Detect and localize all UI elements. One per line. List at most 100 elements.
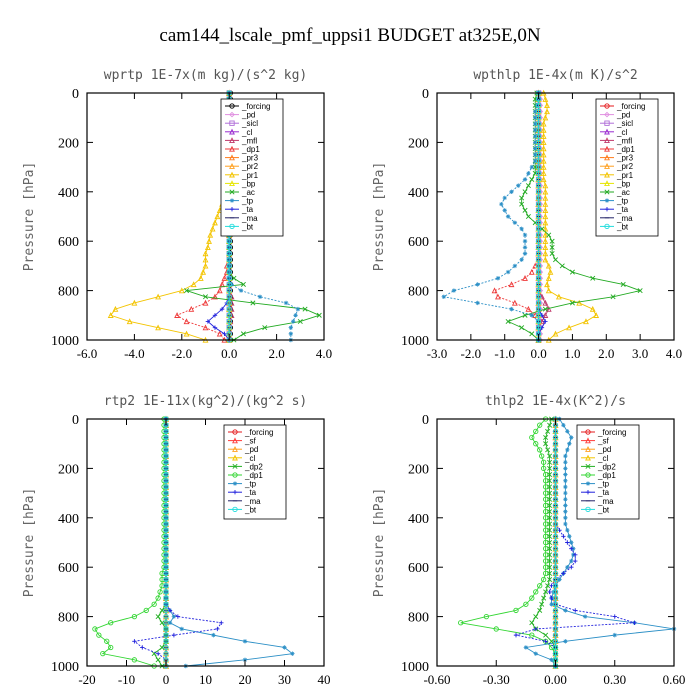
y-axis-label: Pressure [hPa] xyxy=(372,162,387,272)
data-point xyxy=(316,312,322,318)
data-point xyxy=(590,275,596,281)
legend-item: _pd xyxy=(228,445,258,454)
data-point xyxy=(542,570,549,577)
data-point xyxy=(541,465,547,472)
y-tick-label: 200 xyxy=(58,136,79,151)
legend-item: _ma xyxy=(581,497,614,506)
data-point xyxy=(535,263,542,269)
data-point xyxy=(226,238,232,244)
data-point xyxy=(537,422,543,428)
data-point xyxy=(542,484,549,490)
legend-label: _dp2 xyxy=(597,462,616,471)
data-point xyxy=(499,201,504,207)
data-point xyxy=(155,651,161,656)
data-point xyxy=(183,318,190,325)
data-point xyxy=(535,275,542,281)
data-point xyxy=(226,300,232,306)
legend-label: _mfl xyxy=(241,136,257,145)
data-point xyxy=(547,465,553,471)
data-point xyxy=(184,288,190,294)
plot-frame xyxy=(86,418,325,667)
x-tick-label: 0.30 xyxy=(603,672,626,687)
data-point xyxy=(547,502,553,508)
legend-label: _forcing xyxy=(244,428,273,437)
legend-label: _sf xyxy=(597,437,609,446)
data-point xyxy=(226,244,232,251)
data-point xyxy=(535,152,542,158)
data-point xyxy=(107,312,114,318)
data-point xyxy=(543,632,549,638)
data-point xyxy=(197,275,204,281)
data-point xyxy=(563,484,568,490)
y-tick-label: 200 xyxy=(408,136,429,151)
data-point xyxy=(563,490,568,496)
legend-marker xyxy=(232,463,238,469)
data-point xyxy=(552,558,559,564)
data-point xyxy=(552,441,559,447)
legend-label: _sicl xyxy=(616,119,633,128)
data-point xyxy=(547,577,553,583)
legend-marker xyxy=(604,154,610,161)
legend-marker xyxy=(585,445,591,452)
data-point xyxy=(159,620,165,626)
data-point xyxy=(542,225,549,232)
legend-label: _forcing xyxy=(616,102,645,111)
legend-label: _cl xyxy=(244,454,255,463)
data-point xyxy=(540,157,547,164)
chart-panel-3: rtp2 1E-11x(kg^2)/(kg^2 s) Pressure [hPa]… xyxy=(22,394,331,687)
data-point xyxy=(508,281,515,288)
data-point xyxy=(167,620,173,625)
data-point xyxy=(535,102,542,109)
data-point xyxy=(566,324,572,331)
y-tick-label: 800 xyxy=(408,611,429,626)
legend-marker xyxy=(229,128,235,135)
data-point xyxy=(547,490,553,496)
x-tick-label: 2.0 xyxy=(598,346,614,361)
data-point xyxy=(200,268,207,275)
data-point xyxy=(163,583,169,589)
data-point xyxy=(540,126,547,133)
data-point xyxy=(131,299,138,306)
legend-label: _cl xyxy=(597,454,608,463)
legend-marker xyxy=(604,198,610,203)
data-point xyxy=(163,564,169,570)
data-point xyxy=(557,577,562,582)
data-point xyxy=(212,293,218,300)
data-point xyxy=(226,306,232,312)
data-point xyxy=(542,219,549,226)
plot-frame xyxy=(86,92,325,341)
y-tick-label: 600 xyxy=(408,235,429,250)
data-point xyxy=(288,325,294,330)
data-point xyxy=(545,262,552,269)
data-point xyxy=(535,220,542,226)
data-point xyxy=(552,632,559,638)
data-point xyxy=(545,287,552,294)
data-point xyxy=(179,626,184,632)
data-point xyxy=(163,490,169,496)
data-point xyxy=(552,576,559,583)
data-point xyxy=(542,95,549,102)
data-point xyxy=(516,183,521,188)
legend-marker xyxy=(229,120,235,126)
data-point xyxy=(535,182,542,189)
data-point xyxy=(282,645,287,650)
legend-label: _dp2 xyxy=(244,462,263,471)
data-point xyxy=(533,428,539,434)
legend-marker xyxy=(604,180,610,187)
data-point xyxy=(573,558,578,564)
data-point xyxy=(502,195,507,201)
legend-item: _mfl xyxy=(600,136,632,145)
data-point xyxy=(163,651,169,657)
data-point xyxy=(535,164,542,170)
data-point xyxy=(549,238,555,244)
legend-label: _bt xyxy=(597,505,610,514)
data-point xyxy=(257,294,263,299)
data-point xyxy=(549,244,555,250)
x-tick-label: 0.00 xyxy=(544,672,567,687)
data-point xyxy=(552,533,559,539)
data-point xyxy=(163,508,169,515)
legend-item: _tp xyxy=(228,480,257,489)
data-point xyxy=(547,268,554,275)
data-point xyxy=(552,515,559,521)
